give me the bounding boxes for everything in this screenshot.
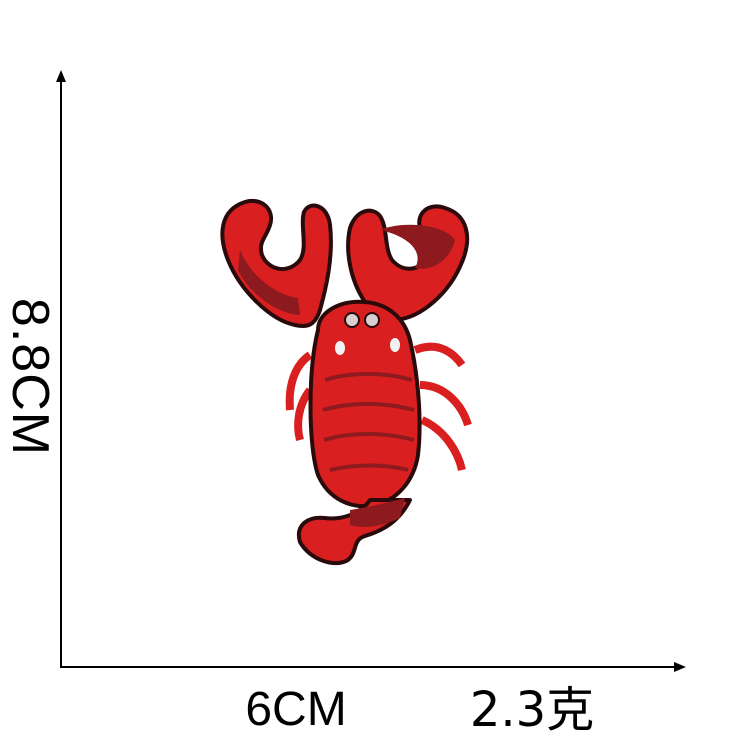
height-dimension-label: 8.8CM [1,297,59,457]
right-eye-icon [364,312,380,328]
width-dimension-label: 6CM [245,683,347,736]
left-eye-icon [344,312,360,328]
vertical-axis-arrow-icon [56,70,66,82]
horizontal-axis-arrow-icon [674,662,686,672]
lobster-patch-icon [220,198,472,566]
weight-label: 2.3克 [469,682,595,738]
lobster-patch-photo [220,198,472,566]
